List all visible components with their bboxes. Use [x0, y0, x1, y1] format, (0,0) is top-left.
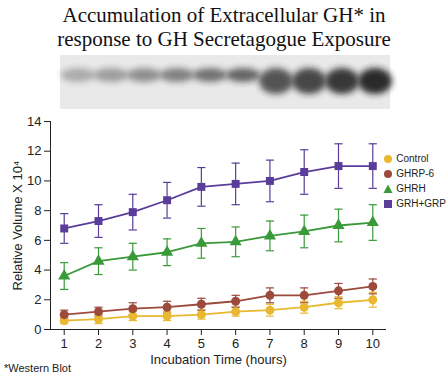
svg-text:0: 0: [34, 322, 41, 337]
svg-text:10: 10: [366, 336, 380, 351]
html-text:GHRP-6: GHRP-6: [396, 168, 435, 179]
html-text:*Western Blot: *Western Blot: [4, 362, 72, 374]
svg-text:5: 5: [198, 336, 205, 351]
svg-text:6: 6: [232, 336, 239, 351]
svg-text:Incubation Time (hours): Incubation Time (hours): [150, 352, 287, 367]
svg-text:3: 3: [129, 336, 136, 351]
html-text:Control: Control: [396, 153, 429, 164]
svg-text:2: 2: [34, 292, 41, 307]
html-text:Accumulation of Extracellular: Accumulation of Extracellular GH* in res…: [57, 3, 391, 51]
svg-text:12: 12: [27, 143, 41, 158]
svg-text:4: 4: [163, 336, 170, 351]
svg-text:7: 7: [266, 336, 273, 351]
html-text:GRH+GRP: GRH+GRP: [396, 198, 446, 209]
svg-text:14: 14: [27, 114, 41, 129]
svg-text:10: 10: [27, 173, 41, 188]
svg-text:Relative Volume X 10⁴: Relative Volume X 10⁴: [10, 161, 25, 291]
svg-text:8: 8: [34, 203, 41, 218]
svg-text:2: 2: [95, 336, 102, 351]
svg-text:6: 6: [34, 233, 41, 248]
svg-text:1: 1: [61, 336, 68, 351]
svg-text:9: 9: [335, 336, 342, 351]
svg-text:4: 4: [34, 262, 41, 277]
svg-text:8: 8: [301, 336, 308, 351]
html-text:GHRH: GHRH: [396, 183, 426, 194]
